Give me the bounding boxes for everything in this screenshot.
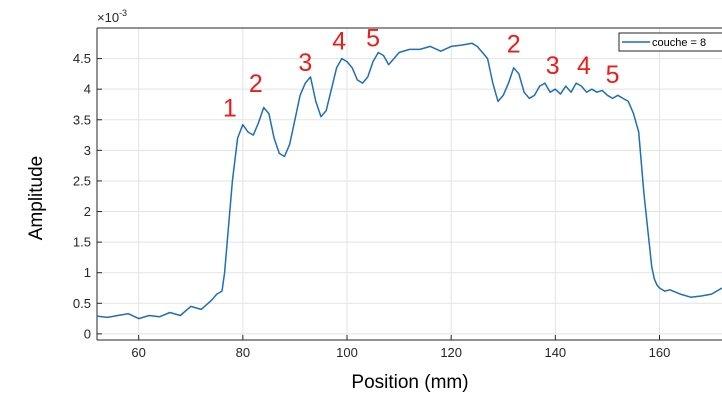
y-tick-label: 4.5 <box>73 51 91 66</box>
x-tick-label: 140 <box>544 345 566 360</box>
legend-entry: couche = 8 <box>652 37 706 49</box>
peak-label: 4 <box>332 27 346 55</box>
series-line <box>96 42 722 320</box>
y-axis-title: Amplitude <box>26 156 47 241</box>
x-tick-label: 120 <box>440 345 462 360</box>
peak-label: 3 <box>298 49 312 77</box>
y-exponent-power: -3 <box>119 8 127 18</box>
plot-background <box>97 28 722 340</box>
y-tick-label: 3.5 <box>73 112 91 127</box>
y-exponent-base: ×10 <box>97 10 119 25</box>
x-tick-label: 60 <box>131 345 145 360</box>
x-axis-title: Position (mm) <box>351 372 468 393</box>
y-tick-label: 2.5 <box>73 173 91 188</box>
peak-label: 2 <box>507 30 521 58</box>
y-tick-label: 3 <box>84 143 91 158</box>
x-tick-label: 100 <box>336 345 358 360</box>
x-ticks: 60 80 100 120 140 160 <box>131 335 670 360</box>
peak-label: 4 <box>577 52 591 80</box>
legend-box <box>618 32 722 52</box>
peak-label: 2 <box>249 70 263 98</box>
y-tick-label: 0.5 <box>73 296 91 311</box>
peak-label: 5 <box>366 24 380 52</box>
y-tick-label: 1.5 <box>73 235 91 250</box>
y-tick-label: 1 <box>84 265 91 280</box>
x-tick-label: 80 <box>236 345 250 360</box>
grid-lines <box>97 28 722 340</box>
x-tick-label: 160 <box>649 345 671 360</box>
peak-label: 3 <box>546 52 560 80</box>
peak-label: 5 <box>606 61 620 89</box>
series-group <box>96 42 722 320</box>
y-ticks: 0 0.5 1 1.5 2 2.5 3 3.5 4 4.5 <box>73 51 102 341</box>
y-exponent-label: ×10-3 <box>97 8 127 25</box>
axes <box>96 27 722 341</box>
y-tick-label: 2 <box>84 204 91 219</box>
legend: couche = 8 <box>618 32 722 52</box>
peak-label: 1 <box>223 95 237 123</box>
y-tick-label: 4 <box>84 82 91 97</box>
y-tick-label: 0 <box>84 326 91 341</box>
